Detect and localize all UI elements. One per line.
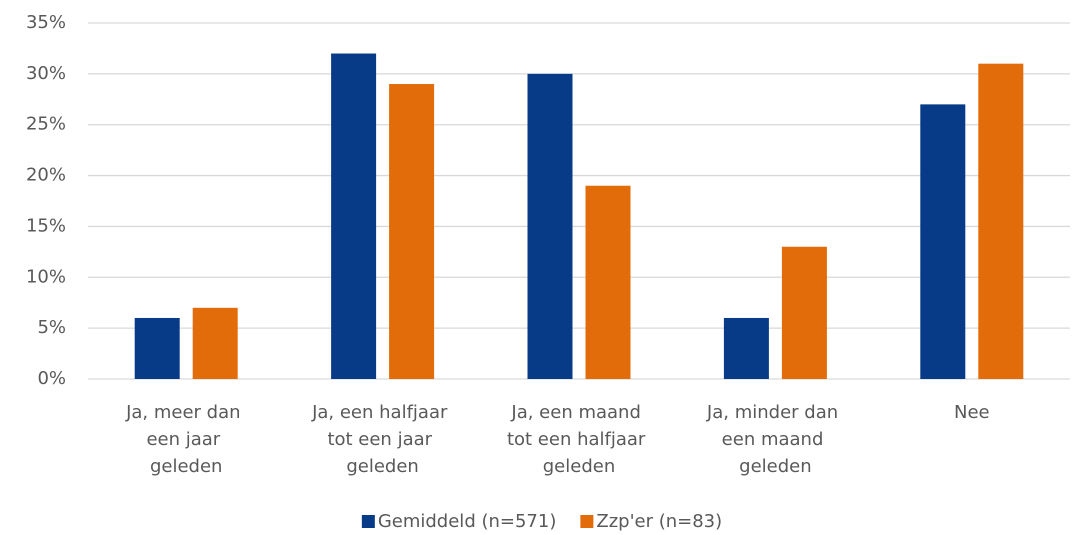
x-tick-label: Nee [954,402,990,423]
bar [192,307,238,379]
y-tick-label: 35% [26,12,66,33]
x-tick-label: Ja, een halfjaar tot een jaar geleden [311,402,453,477]
bar [781,246,827,379]
y-tick-label: 15% [26,215,66,236]
y-tick-label: 5% [37,317,66,338]
bar [978,63,1024,379]
legend-label: Gemiddeld (n=571) [378,511,557,532]
bar [723,317,769,379]
bar [134,317,180,379]
x-tick-label: Ja, minder dan een maand geleden [706,402,844,477]
bar [389,84,435,380]
legend-swatch [361,515,375,528]
y-tick-label: 0% [37,368,66,389]
y-tick-label: 25% [26,114,66,135]
y-tick-label: 30% [26,63,66,84]
x-tick-label: Ja, meer dan een jaar geleden [125,402,246,477]
bar [331,53,377,380]
bar [585,185,631,379]
bar [920,104,966,379]
bar [527,73,573,379]
y-tick-label: 20% [26,165,66,186]
legend-swatch [580,515,594,528]
y-tick-label: 10% [26,266,66,287]
legend-label: Zzp'er (n=83) [596,511,722,532]
x-tick-label: Ja, een maand tot een halfjaar geleden [507,402,651,477]
